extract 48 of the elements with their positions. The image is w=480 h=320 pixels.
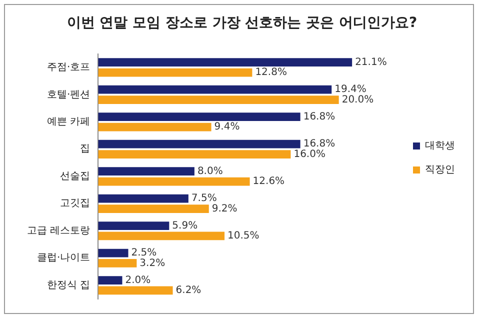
- data-label: 7.5%: [191, 193, 217, 204]
- bar: [98, 122, 212, 132]
- y-tick-label: 호텔·펜션: [46, 89, 90, 100]
- bar: [98, 167, 194, 176]
- data-label: 6.2%: [176, 285, 202, 296]
- chart-title: 이번 연말 모임 장소로 가장 선호하는 곳은 어디인가요?: [66, 15, 418, 32]
- y-tick-label: 선술집: [60, 170, 90, 182]
- bar: [98, 248, 128, 258]
- data-label: 12.6%: [252, 176, 285, 188]
- bar: [98, 58, 352, 67]
- data-label: 20.0%: [342, 94, 374, 106]
- data-label: 2.0%: [125, 274, 151, 286]
- data-label: 9.2%: [212, 203, 238, 214]
- y-tick-label: 한정식 집: [46, 280, 90, 291]
- y-tick-label: 고깃집: [60, 198, 90, 210]
- data-label: 10.5%: [228, 230, 260, 242]
- y-tick-label: 주점·호프: [46, 62, 90, 74]
- bar: [98, 112, 300, 121]
- data-label: 16.8%: [303, 138, 336, 150]
- bar: [98, 204, 209, 213]
- bar: [98, 96, 339, 104]
- data-label: 21.1%: [355, 56, 387, 68]
- bar: [98, 150, 291, 158]
- data-label: 9.4%: [214, 122, 240, 133]
- y-tick-label: 예쁜 카페: [46, 116, 90, 128]
- bar: [98, 286, 173, 295]
- bar: [98, 68, 252, 77]
- bar: [98, 194, 188, 203]
- bar: [98, 177, 250, 186]
- data-label: 5.9%: [172, 220, 198, 232]
- bar: [98, 140, 300, 148]
- bar: [98, 276, 122, 284]
- data-label: 19.4%: [334, 84, 366, 96]
- bar: [98, 85, 332, 94]
- data-label: 12.8%: [255, 67, 287, 78]
- y-tick-label: 고급 레스토랑: [26, 225, 90, 236]
- y-tick-label: 클럽·나이트: [36, 252, 90, 264]
- legend-label: 직장인: [425, 164, 455, 176]
- legend-label: 대학생: [425, 140, 455, 152]
- data-label: 16.0%: [294, 148, 326, 160]
- data-label: 3.2%: [140, 258, 166, 269]
- data-label: 8.0%: [197, 166, 223, 177]
- y-tick-label: 집: [80, 144, 90, 155]
- data-label: 2.5%: [131, 248, 157, 259]
- bar: [98, 259, 137, 268]
- bar: [98, 222, 170, 230]
- bar: [98, 232, 225, 240]
- data-label: 16.8%: [303, 111, 336, 122]
